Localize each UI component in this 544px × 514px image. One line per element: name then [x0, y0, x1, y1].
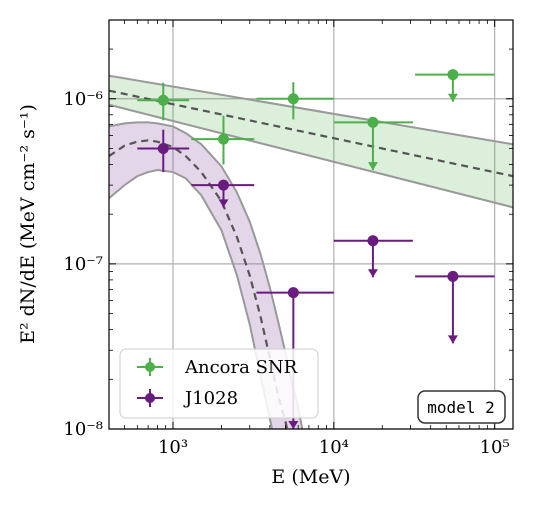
j1028-marker-3: [367, 235, 379, 247]
ancora-ul-arrow-3: [367, 162, 378, 171]
j1028-point-4: [415, 270, 495, 344]
ancora-point-1: [191, 115, 255, 165]
j1028-ul-arrow-1: [218, 199, 229, 208]
ancora-band-lower-edge: [109, 103, 513, 209]
x-tick-label-1: 10⁴: [319, 437, 349, 458]
axis-ticks: [109, 20, 513, 430]
j1028-ul-arrow-3: [367, 269, 378, 278]
x-tick-label-2: 10⁵: [480, 437, 510, 458]
legend-box: [119, 348, 319, 419]
ancora-marker-0: [157, 94, 169, 106]
ancora-marker-2: [287, 93, 299, 105]
x-axis-label: E (MeV): [271, 466, 350, 488]
legend-marker-j1028: [137, 389, 163, 407]
legend-label-j1028: J1028: [183, 388, 238, 409]
j1028-marker-1: [217, 179, 229, 191]
legend: Ancora SNR J1028: [119, 348, 319, 419]
j1028-point-3: [333, 235, 413, 278]
tick-labels: 10³ 10⁴ 10⁵ 10⁻⁸ 10⁻⁷ 10⁻⁶: [63, 89, 509, 458]
j1028-marker-0: [157, 142, 169, 154]
legend-label-ancora: Ancora SNR: [184, 357, 298, 378]
j1028-point-0: [137, 129, 190, 173]
y-tick-label-2: 10⁻⁶: [63, 89, 103, 110]
ancora-ul-arrow-4: [447, 93, 458, 102]
legend-marker-ancora: [137, 358, 163, 376]
y-tick-label-1: 10⁻⁷: [63, 254, 103, 275]
ancora-model-band: [109, 75, 513, 208]
model-annotation: model 2: [417, 390, 506, 424]
ancora-model-line: [109, 89, 513, 178]
model-annotation-text: model 2: [427, 398, 494, 417]
model-annotation-box: [417, 390, 506, 424]
ancora-band-upper-edge: [109, 74, 513, 146]
y-tick-label-0: 10⁻⁸: [63, 419, 103, 440]
j1028-point-1: [191, 179, 255, 208]
j1028-marker-4: [447, 270, 459, 282]
ancora-marker-4: [447, 69, 459, 81]
j1028-marker-2: [287, 287, 299, 299]
j1028-ul-arrow-4: [447, 335, 458, 344]
j1028-ul-arrow-2: [288, 421, 299, 429]
x-tick-label-0: 10³: [158, 437, 188, 458]
ancora-point-0: [137, 82, 190, 121]
ancora-marker-3: [367, 116, 379, 128]
ancora-point-4: [415, 69, 495, 102]
y-axis-label: E² dN/dE (MeV cm⁻² s⁻¹): [17, 104, 39, 344]
ancora-marker-1: [217, 133, 229, 145]
ancora-point-2: [256, 82, 334, 120]
plot-frame: [108, 19, 514, 430]
ancora-point-3: [333, 116, 413, 171]
